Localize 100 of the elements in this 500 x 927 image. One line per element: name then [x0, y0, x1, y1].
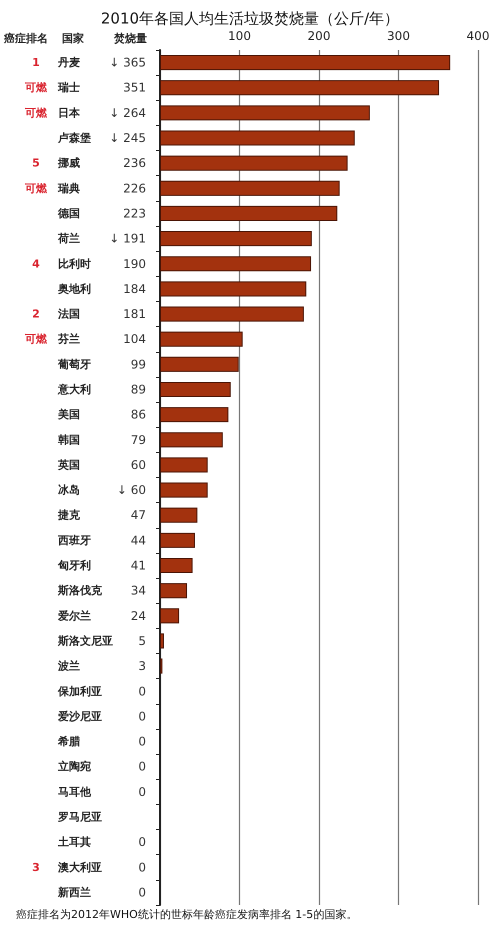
data-label: 351: [123, 80, 146, 95]
y2-tick-label: 2: [32, 308, 40, 321]
y2-tick-label: 4: [32, 257, 40, 270]
y-tick-label: 挪威: [57, 156, 80, 170]
data-label: ↓ 245: [109, 131, 146, 146]
data-label: 47: [130, 508, 146, 522]
bar: [160, 55, 450, 70]
data-label: 24: [130, 608, 146, 623]
y-tick-label: 德国: [57, 206, 80, 220]
data-label: 0: [138, 734, 146, 749]
y-tick-label: 斯洛伐克: [57, 584, 103, 598]
bar: [160, 532, 195, 548]
bar: [160, 583, 188, 598]
data-label: 5: [138, 634, 146, 648]
bar: [160, 130, 355, 146]
data-label: 79: [130, 432, 146, 447]
bar: [160, 608, 180, 624]
data-label: ↓ 60: [116, 483, 146, 498]
text: 癌症排名为2012年WHO统计的世标年龄癌症发病率排名 1-5的国家。: [16, 908, 358, 921]
y-tick-label: 土耳其: [57, 836, 91, 849]
y-tick-label: 波兰: [57, 660, 80, 673]
data-label: 0: [138, 784, 146, 799]
data-label: 0: [138, 709, 146, 724]
y-axis-title: 国家: [62, 32, 84, 45]
bar: [160, 80, 440, 96]
data-label: 99: [130, 357, 146, 372]
data-label: 181: [123, 307, 146, 322]
y-tick-label: 澳大利亚: [57, 860, 102, 874]
y-tick-label: 希腊: [57, 735, 80, 748]
data-label: 60: [130, 458, 146, 472]
data-label: 223: [123, 206, 146, 220]
data-label: 0: [138, 885, 146, 900]
y2-tick-label: 可燃: [24, 81, 48, 94]
bar: [160, 356, 239, 372]
bar: [160, 281, 306, 296]
bar: [160, 482, 208, 498]
bar: [160, 457, 208, 472]
y-tick-label: 韩国: [57, 433, 80, 446]
bar: [160, 256, 312, 272]
bar: [160, 180, 340, 196]
bar: [160, 432, 223, 448]
data-label: ↓ 365: [109, 56, 146, 70]
bar: [160, 306, 304, 322]
y-tick-label: 荷兰: [57, 232, 80, 246]
bar: [160, 508, 198, 523]
data-label: 0: [138, 760, 146, 774]
data-label: 190: [123, 256, 146, 271]
y2-tick-label: 5: [32, 156, 40, 170]
y-tick-label: 英国: [57, 458, 80, 472]
x-tick-label: 200: [308, 29, 330, 43]
y-tick-label: 斯洛文尼亚: [57, 634, 113, 648]
data-label: 41: [130, 558, 146, 573]
y-tick-label: 罗马尼亚: [57, 810, 102, 824]
bar: [160, 206, 338, 221]
bar: [160, 105, 370, 120]
bar: [160, 382, 231, 398]
y-tick-label: 匈牙利: [57, 559, 91, 572]
y-tick-label: 新西兰: [57, 886, 91, 899]
data-label: 104: [123, 332, 146, 346]
y2-tick-label: 可燃: [24, 106, 48, 120]
data-label: 44: [130, 533, 146, 548]
bar: [160, 633, 164, 648]
data-label: 0: [138, 835, 146, 850]
y2-tick-label: 可燃: [24, 182, 48, 195]
y-tick-label: 法国: [57, 308, 80, 321]
y-tick-label: 芬兰: [57, 332, 80, 346]
x-tick-label: 300: [387, 29, 410, 43]
y-tick-label: 马耳他: [58, 785, 92, 798]
y-tick-label: 西班牙: [57, 534, 91, 547]
y-tick-label: 美国: [57, 408, 80, 422]
y-tick-label: 爱沙尼亚: [57, 710, 102, 723]
y-tick-label: 葡萄牙: [57, 358, 91, 371]
data-label: ↓ 191: [109, 232, 146, 246]
bar: [160, 332, 243, 347]
data-label: 34: [130, 584, 146, 598]
data-label: 0: [138, 684, 146, 698]
text: 癌症排名: [3, 32, 48, 45]
y-tick-label: 爱尔兰: [57, 609, 91, 622]
y2-tick-label: 3: [32, 860, 40, 874]
y-tick-label: 瑞士: [57, 81, 80, 94]
y-tick-label: 丹麦: [57, 56, 80, 70]
bar: [160, 156, 348, 171]
x-tick-label: 100: [228, 29, 251, 43]
data-label: 0: [138, 860, 146, 874]
y-tick-label: 奥地利: [57, 282, 91, 296]
bar: [160, 231, 312, 246]
y-tick-label: 意大利: [57, 382, 91, 396]
data-label: 89: [130, 382, 146, 396]
data-label: 184: [123, 282, 146, 296]
y-tick-label: 保加利亚: [57, 684, 102, 698]
y-tick-label: 捷克: [57, 508, 81, 522]
data-label: 226: [123, 181, 146, 196]
y-tick-label: 日本: [58, 106, 81, 120]
data-label: 86: [130, 408, 146, 422]
bar: [160, 407, 228, 422]
y-tick-label: 比利时: [58, 257, 91, 270]
data-label: 236: [123, 156, 146, 170]
y2-tick-label: 1: [32, 56, 40, 70]
data-label: ↓ 264: [109, 106, 146, 120]
y-tick-label: 冰岛: [58, 484, 80, 497]
